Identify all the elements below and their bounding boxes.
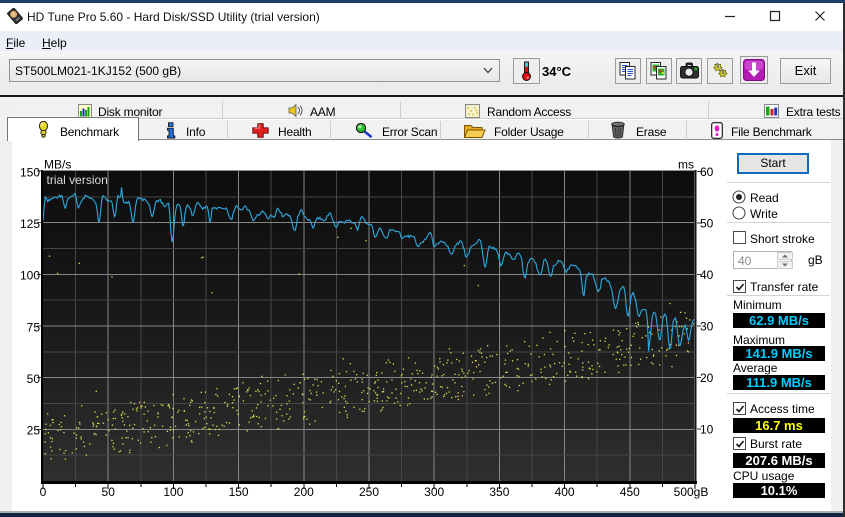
svg-text:250: 250	[359, 485, 379, 499]
svg-text:350: 350	[489, 485, 509, 499]
svg-text:60: 60	[700, 165, 714, 179]
svg-text:50: 50	[700, 216, 714, 230]
svg-text:0: 0	[40, 485, 47, 499]
svg-text:20: 20	[700, 371, 714, 385]
svg-text:trial version: trial version	[47, 173, 108, 187]
svg-text:50: 50	[27, 372, 41, 386]
svg-text:100: 100	[163, 485, 183, 499]
svg-text:10: 10	[700, 422, 714, 436]
svg-text:75: 75	[27, 320, 41, 334]
svg-text:400: 400	[555, 485, 575, 499]
svg-text:125: 125	[20, 217, 40, 231]
svg-text:100: 100	[20, 269, 40, 283]
svg-text:150: 150	[229, 485, 249, 499]
svg-text:300: 300	[424, 485, 444, 499]
svg-text:450: 450	[620, 485, 640, 499]
svg-text:MB/s: MB/s	[44, 158, 71, 172]
svg-text:200: 200	[294, 485, 314, 499]
svg-text:500gB: 500gB	[674, 485, 709, 499]
svg-text:50: 50	[102, 485, 116, 499]
svg-text:40: 40	[700, 268, 714, 282]
svg-text:150: 150	[20, 165, 40, 179]
svg-text:30: 30	[700, 319, 714, 333]
svg-text:25: 25	[27, 424, 41, 438]
svg-text:ms: ms	[678, 158, 694, 172]
